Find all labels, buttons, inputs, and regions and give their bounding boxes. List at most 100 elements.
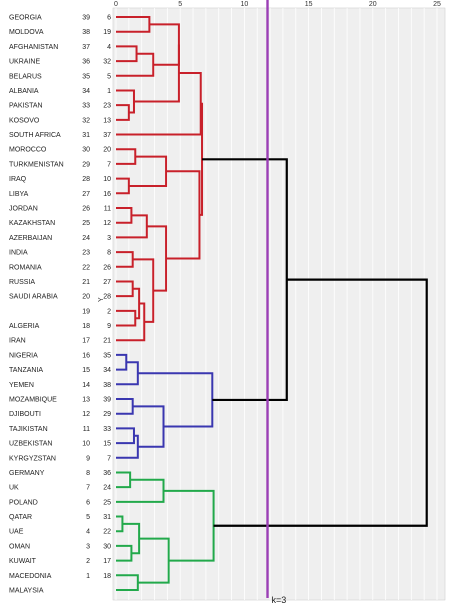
leaf-row: IRAQ 28 10 <box>9 176 111 183</box>
country-label: KYRGYZSTAN <box>9 455 56 462</box>
country-label: PAKISTAN <box>9 103 43 110</box>
row-number-label: 29 <box>82 161 90 168</box>
country-label: GEORGIA <box>9 15 42 22</box>
leaf-row: PAKISTAN 33 23 <box>9 103 111 110</box>
cut-label: k=3 <box>272 595 287 605</box>
row-number-label: 14 <box>82 382 90 389</box>
row-number-label: 24 <box>82 235 90 242</box>
row-number-label: 4 <box>86 529 90 536</box>
x-tick-label: 10 <box>241 1 249 8</box>
x-tick-label: 15 <box>305 1 313 8</box>
leaf-row: MACEDONIA 1 18 <box>9 573 111 580</box>
leaf-row: OMAN 3 30 <box>9 543 111 550</box>
row-number-label: 3 <box>86 543 90 550</box>
leaf-row: UKRAINE 36 32 <box>9 59 111 66</box>
row-number-label: 30 <box>82 147 90 154</box>
row-number-label: 21 <box>82 279 90 286</box>
row-number-label: 34 <box>82 88 90 95</box>
leaf-row: MALAYSIA <box>9 588 44 595</box>
leaf-id-label: 7 <box>107 455 111 462</box>
row-number-label: 16 <box>82 352 90 359</box>
leaf-id-label: 1 <box>107 88 111 95</box>
x-tick-label: 0 <box>114 1 118 8</box>
leaf-row: 19 2 <box>82 308 111 315</box>
leaf-id-label: 8 <box>107 250 111 257</box>
country-label: MOLDOVA <box>9 29 44 36</box>
leaf-id-label: 22 <box>103 529 111 536</box>
row-number-label: 5 <box>86 514 90 521</box>
row-number-label: 2 <box>86 558 90 565</box>
leaf-id-label: 30 <box>103 543 111 550</box>
country-label: IRAN <box>9 338 26 345</box>
country-label: SAUDI ARABIA <box>9 294 58 301</box>
country-label: UAE <box>9 529 24 536</box>
leaf-id-label: 10 <box>103 176 111 183</box>
leaf-row: GEORGIA 39 6 <box>9 15 111 22</box>
leaf-row: UZBEKISTAN 10 15 <box>9 441 111 448</box>
leaf-row: QATAR 5 31 <box>9 514 111 521</box>
axis-ticks: 0 5 10 15 20 25 <box>114 1 441 8</box>
country-label: MALAYSIA <box>9 588 44 595</box>
country-label: SOUTH AFRICA <box>9 132 61 139</box>
row-number-label: 26 <box>82 206 90 213</box>
leaf-id-label: 19 <box>103 29 111 36</box>
country-label: KOSOVO <box>9 117 40 124</box>
leaf-row: MOLDOVA 38 19 <box>9 29 111 36</box>
dendrogram-branches <box>116 16 428 591</box>
leaf-id-label: 29 <box>103 411 111 418</box>
leaf-row: KUWAIT 2 17 <box>9 558 111 565</box>
y-axis-marker: Y <box>98 297 105 302</box>
x-tick-label: 5 <box>178 1 182 8</box>
cut-line-group: k=3 <box>266 0 287 605</box>
country-label: KUWAIT <box>9 558 37 565</box>
leaf-row: SOUTH AFRICA 31 37 <box>9 132 111 139</box>
leaf-row: UAE 4 22 <box>9 529 111 536</box>
row-number-label: 36 <box>82 59 90 66</box>
country-label: OMAN <box>9 543 30 550</box>
country-label: RUSSIA <box>9 279 35 286</box>
leaf-row: SAUDI ARABIA 20 28 <box>9 294 111 301</box>
leaf-row: KAZAKHSTAN 25 12 <box>9 220 111 227</box>
row-number-label: 15 <box>82 367 90 374</box>
leaf-row: KYRGYZSTAN 9 7 <box>9 455 111 462</box>
row-number-label: 31 <box>82 132 90 139</box>
leaf-id-label: 9 <box>107 323 111 330</box>
leaf-row: JORDAN 26 11 <box>9 206 111 213</box>
country-label: ALBANIA <box>9 88 39 95</box>
row-number-label: 9 <box>86 455 90 462</box>
country-label: POLAND <box>9 499 38 506</box>
leaf-row: POLAND 6 25 <box>9 499 111 506</box>
leaf-row: ALGERIA 18 9 <box>9 323 111 330</box>
leaf-id-label: 7 <box>107 161 111 168</box>
leaf-row: YEMEN 14 38 <box>9 382 111 389</box>
row-number-label: 22 <box>82 264 90 271</box>
leaf-id-label: 37 <box>103 132 111 139</box>
country-label: TURKMENISTAN <box>9 161 64 168</box>
country-label: UKRAINE <box>9 59 40 66</box>
x-tick-label: 25 <box>433 1 441 8</box>
row-number-label: 25 <box>82 220 90 227</box>
row-number-label: 17 <box>82 338 90 345</box>
country-label: IRAQ <box>9 176 27 183</box>
leaf-id-label: 38 <box>103 382 111 389</box>
country-label: KAZAKHSTAN <box>9 220 55 227</box>
row-number-label: 8 <box>86 470 90 477</box>
country-label: ROMANIA <box>9 264 42 271</box>
country-label: MACEDONIA <box>9 573 52 580</box>
country-label: AZERBAIJAN <box>9 235 52 242</box>
leaf-id-label: 28 <box>103 294 111 301</box>
leaf-row: ROMANIA 22 26 <box>9 264 111 271</box>
leaf-id-label: 34 <box>103 367 111 374</box>
country-label: INDIA <box>9 250 28 257</box>
leaf-id-label: 11 <box>104 206 111 213</box>
leaf-id-label: 3 <box>107 235 111 242</box>
grid-lines <box>115 8 438 600</box>
leaf-id-label: 20 <box>103 147 111 154</box>
leaf-id-label: 2 <box>107 308 111 315</box>
leaf-row: MOROCCO 30 20 <box>9 147 111 154</box>
leaf-id-label: 24 <box>103 485 111 492</box>
dendrogram-link <box>133 44 180 103</box>
leaf-row: TAJIKISTAN 11 33 <box>9 426 111 433</box>
country-label: QATAR <box>9 514 32 521</box>
